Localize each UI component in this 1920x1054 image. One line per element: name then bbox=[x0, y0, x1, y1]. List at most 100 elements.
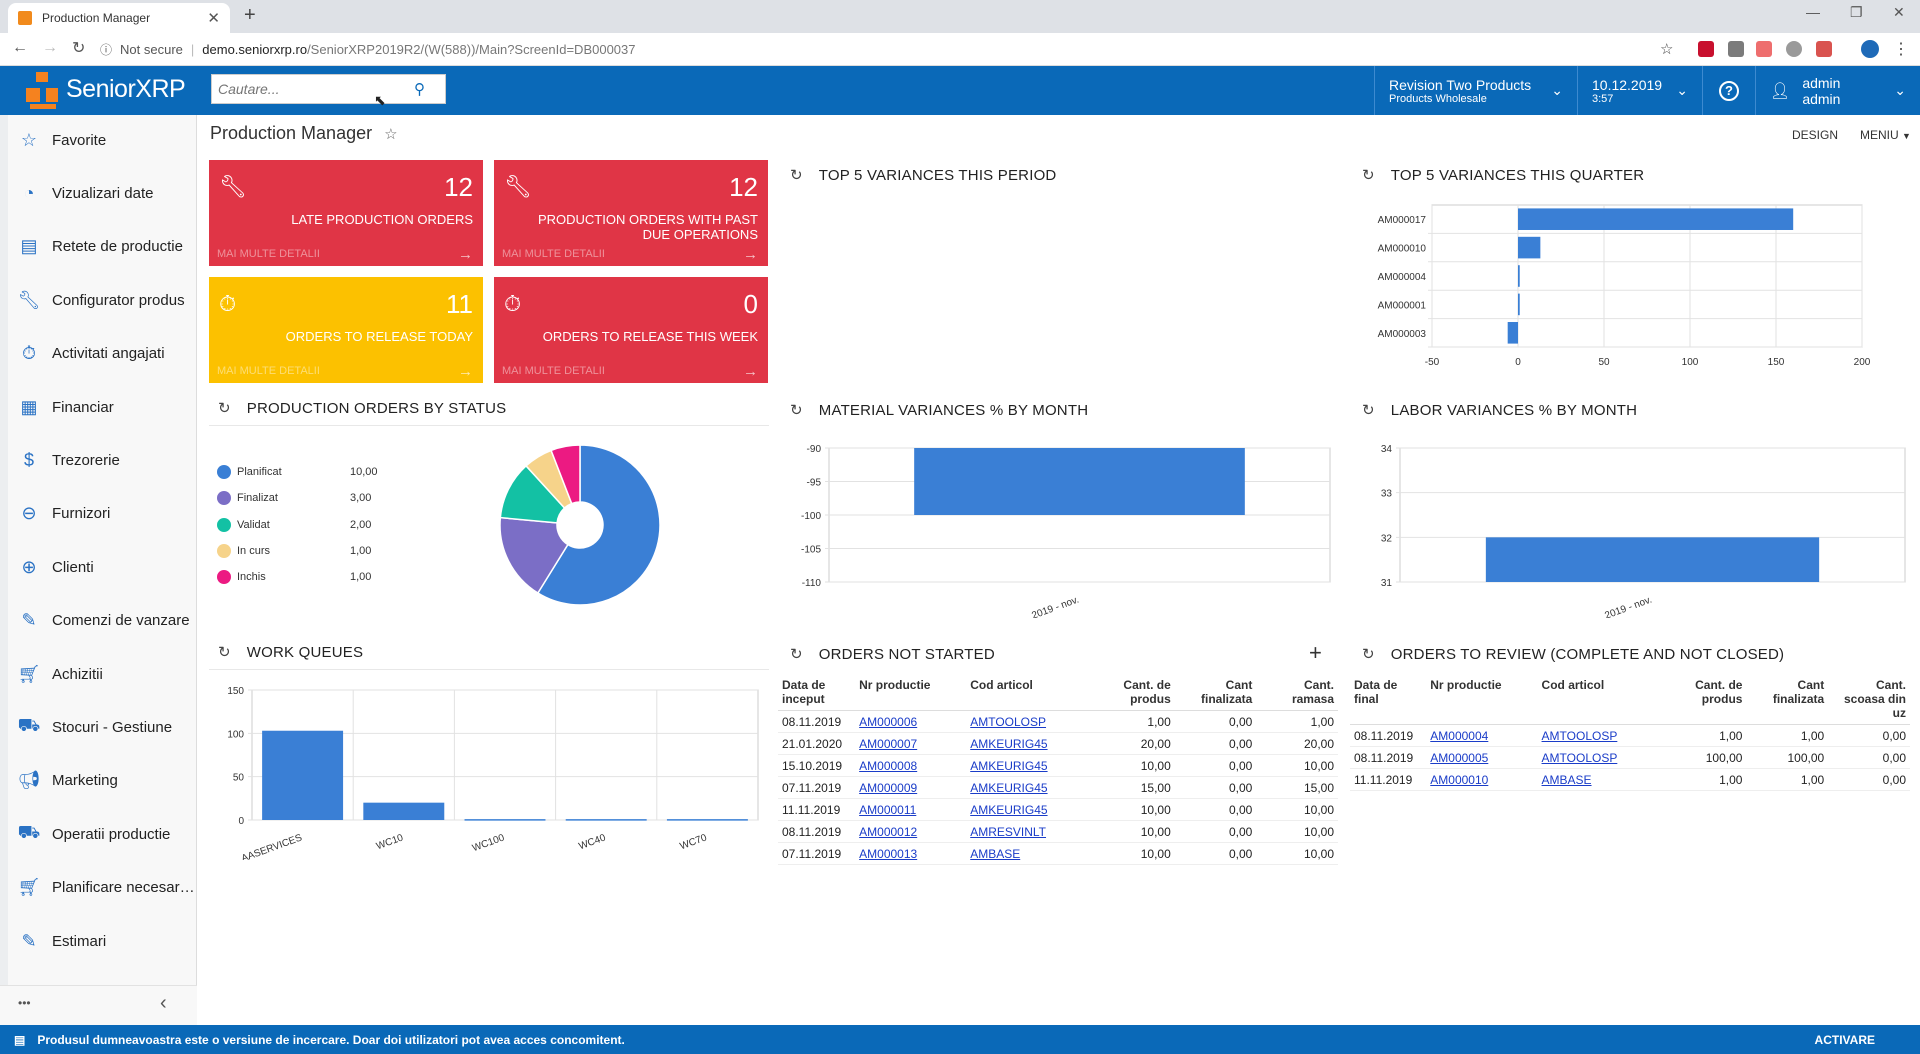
column-header[interactable]: Cant. de produs bbox=[1093, 678, 1175, 711]
minimize-icon[interactable]: — bbox=[1806, 4, 1820, 20]
sidebar-item[interactable]: ◔ Vizualizari date bbox=[18, 182, 154, 204]
production-order-link[interactable]: AM000009 bbox=[859, 780, 918, 795]
bar[interactable] bbox=[666, 819, 748, 821]
bar[interactable] bbox=[914, 448, 1245, 515]
arrow-right-icon[interactable]: → bbox=[458, 363, 473, 380]
sidebar-item[interactable]: ⛟ Operatii productie bbox=[18, 822, 171, 845]
sidebar-item[interactable]: $ Trezorerie bbox=[18, 449, 120, 471]
table-row[interactable]: 07.11.2019 AM000009 AMKEURIG45 15,00 0,00 15,… bbox=[778, 776, 1338, 799]
date-selector[interactable]: 10.12.2019 3:57 ⌄ bbox=[1578, 66, 1702, 115]
bar[interactable] bbox=[1518, 208, 1794, 230]
table-row[interactable]: 21.01.2020 AM000007 AMKEURIG45 20,00 0,00 20,… bbox=[778, 732, 1338, 755]
more-details-link[interactable]: MAI MULTE DETALII bbox=[217, 248, 320, 260]
add-icon[interactable]: + bbox=[1309, 640, 1322, 665]
table-row[interactable]: 08.11.2019 AM000004 AMTOOLOSP 1,00 1,00 0,00 bbox=[1350, 724, 1910, 747]
more-icon[interactable]: ••• bbox=[18, 996, 31, 1010]
more-details-link[interactable]: MAI MULTE DETALII bbox=[502, 248, 605, 260]
bar[interactable] bbox=[464, 819, 546, 821]
back-icon[interactable]: ← bbox=[12, 39, 28, 56]
search-box[interactable]: ⚲ bbox=[211, 74, 446, 104]
help-button[interactable]: ? bbox=[1703, 66, 1755, 115]
bar[interactable] bbox=[262, 730, 344, 820]
bar[interactable] bbox=[1485, 537, 1820, 582]
collapse-sidebar-icon[interactable]: ‹ bbox=[160, 992, 167, 1014]
item-code-link[interactable]: AMKEURIG45 bbox=[970, 802, 1048, 817]
column-header[interactable]: Cant. scoasa din uz bbox=[1828, 678, 1910, 725]
bar[interactable] bbox=[1518, 236, 1541, 259]
sidebar-scroll-track[interactable] bbox=[0, 115, 8, 985]
production-order-link[interactable]: AM000004 bbox=[1430, 728, 1489, 743]
window-close-icon[interactable]: ✕ bbox=[1893, 4, 1905, 20]
item-code-link[interactable]: AMTOOLOSP bbox=[1541, 750, 1618, 765]
bar[interactable] bbox=[1507, 322, 1518, 344]
kpi-tile[interactable]: ⏱︎ 0 ORDERS TO RELEASE THIS WEEK MAI MULTE … bbox=[494, 277, 768, 383]
legend-item[interactable]: Planificat 10,00 bbox=[217, 465, 397, 479]
bookmark-star-icon[interactable]: ☆ bbox=[1660, 41, 1674, 58]
kpi-tile[interactable]: 🔧︎ 12 LATE PRODUCTION ORDERS MAI MULTE DETA… bbox=[209, 160, 483, 266]
browser-menu-icon[interactable]: ⋮ bbox=[1893, 41, 1909, 58]
refresh-icon[interactable]: ↻ bbox=[1362, 402, 1375, 419]
restore-icon[interactable]: ❐ bbox=[1850, 4, 1863, 20]
pie-slice[interactable] bbox=[499, 516, 569, 595]
company-selector[interactable]: Revision Two Products Products Wholesale… bbox=[1375, 66, 1577, 115]
refresh-icon[interactable]: ↻ bbox=[790, 167, 803, 184]
legend-item[interactable]: In curs 1,00 bbox=[217, 543, 397, 558]
pdf-extension-icon[interactable] bbox=[1816, 41, 1832, 57]
extension-icon[interactable] bbox=[1786, 41, 1802, 57]
menu-button[interactable]: MENIU ▼ bbox=[1860, 128, 1911, 142]
arrow-right-icon[interactable]: → bbox=[458, 246, 473, 263]
refresh-icon[interactable]: ↻ bbox=[1362, 167, 1375, 184]
table-row[interactable]: 08.11.2019 AM000006 AMTOOLOSP 1,00 0,00 1,00 bbox=[778, 710, 1338, 733]
forward-icon[interactable]: → bbox=[42, 39, 58, 56]
column-header[interactable]: Cant. de produs bbox=[1664, 678, 1747, 725]
extension-icon[interactable] bbox=[1728, 41, 1744, 57]
refresh-icon[interactable]: ↻ bbox=[218, 400, 231, 417]
url-field[interactable]: ⓘ Not secure | demo.seniorxrp.ro/SeniorX… bbox=[100, 42, 636, 57]
production-order-link[interactable]: AM000013 bbox=[859, 846, 918, 861]
sidebar-item[interactable]: ⊕ Clienti bbox=[18, 556, 93, 578]
app-logo[interactable]: SeniorXRP bbox=[22, 70, 186, 109]
column-header[interactable]: Data de inceput bbox=[778, 678, 856, 711]
column-header[interactable]: Nr productie bbox=[1426, 678, 1538, 725]
column-header[interactable]: Cant. ramasa bbox=[1256, 678, 1338, 711]
column-header[interactable]: Nr productie bbox=[855, 678, 967, 711]
sidebar-item[interactable]: 🛒︎ Planificare necesar… bbox=[18, 877, 195, 899]
new-tab-button[interactable]: + bbox=[244, 4, 256, 26]
sidebar-item[interactable]: ⛟ Stocuri - Gestiune bbox=[18, 715, 172, 738]
sidebar-item[interactable]: 🔧︎ Configurator produs bbox=[18, 289, 185, 311]
item-code-link[interactable]: AMBASE bbox=[1541, 772, 1592, 787]
favorite-star-icon[interactable]: ☆ bbox=[384, 125, 398, 143]
table-row[interactable]: 08.11.2019 AM000012 AMRESVINLT 10,00 0,00 10,… bbox=[778, 820, 1338, 843]
sidebar-item[interactable]: ☆ Favorite bbox=[18, 129, 106, 151]
table-row[interactable]: 15.10.2019 AM000008 AMKEURIG45 10,00 0,00 10,… bbox=[778, 754, 1338, 777]
sidebar-item[interactable]: ✎ Estimari bbox=[18, 930, 106, 952]
sidebar-item[interactable]: 📢︎ Marketing bbox=[18, 770, 118, 792]
sidebar-item[interactable]: ⊖ Furnizori bbox=[18, 503, 110, 525]
production-order-link[interactable]: AM000011 bbox=[859, 802, 917, 817]
tab-close-icon[interactable]: ✕ bbox=[207, 10, 220, 27]
production-order-link[interactable]: AM000007 bbox=[859, 736, 918, 751]
user-menu[interactable]: 👤︎ admin admin ⌄ bbox=[1756, 66, 1920, 115]
legend-item[interactable]: Validat 2,00 bbox=[217, 517, 397, 532]
reload-icon[interactable]: ↻ bbox=[72, 40, 86, 57]
column-header[interactable]: Cant finalizata bbox=[1746, 678, 1829, 725]
legend-item[interactable]: Inchis 1,00 bbox=[217, 570, 397, 585]
item-code-link[interactable]: AMBASE bbox=[970, 846, 1021, 861]
table-row[interactable]: 07.11.2019 AM000013 AMBASE 10,00 0,00 10,00 bbox=[778, 842, 1338, 865]
item-code-link[interactable]: AMKEURIG45 bbox=[970, 780, 1048, 795]
item-code-link[interactable]: AMKEURIG45 bbox=[970, 736, 1048, 751]
production-order-link[interactable]: AM000006 bbox=[859, 714, 918, 729]
production-order-link[interactable]: AM000010 bbox=[1430, 772, 1489, 787]
pie-slice[interactable] bbox=[536, 444, 661, 606]
search-input[interactable] bbox=[218, 81, 414, 97]
kpi-tile[interactable]: ⏱︎ 11 ORDERS TO RELEASE TODAY MAI MULTE DET… bbox=[209, 277, 483, 383]
arrow-right-icon[interactable]: → bbox=[743, 363, 758, 380]
sidebar-item[interactable]: ▤ Retete de productie bbox=[18, 236, 182, 258]
design-button[interactable]: DESIGN bbox=[1792, 128, 1839, 142]
more-details-link[interactable]: MAI MULTE DETALII bbox=[502, 365, 605, 377]
refresh-icon[interactable]: ↻ bbox=[218, 644, 231, 661]
sidebar-item[interactable]: ▦ Financiar bbox=[18, 396, 113, 418]
column-header[interactable]: Cod articol bbox=[966, 678, 1094, 711]
refresh-icon[interactable]: ↻ bbox=[790, 646, 803, 663]
item-code-link[interactable]: AMKEURIG45 bbox=[970, 758, 1048, 773]
